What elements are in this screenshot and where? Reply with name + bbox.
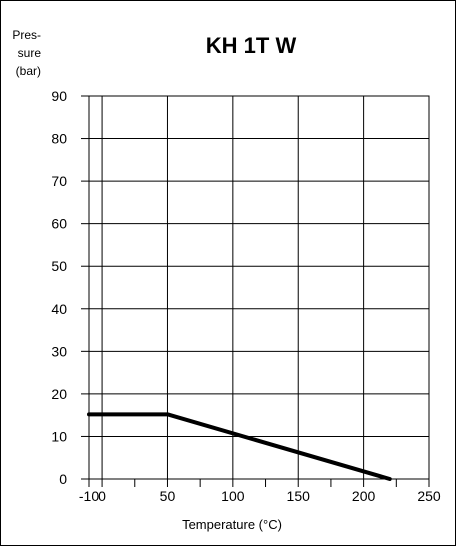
series-line <box>87 412 392 481</box>
chart-title: KH 1T W <box>206 33 297 58</box>
y-tick-label: 60 <box>51 216 67 232</box>
y-tick-label: 50 <box>51 258 67 274</box>
x-axis-label: Temperature (°C) <box>182 517 282 532</box>
x-tick-label: 100 <box>221 488 245 504</box>
x-tick-labels: -10 0 50 100 150 200 250 <box>79 488 441 504</box>
y-tick-label: 20 <box>51 386 67 402</box>
axis-ticks <box>81 95 430 487</box>
y-tick-label: 80 <box>51 131 67 147</box>
plot-border <box>88 95 430 480</box>
x-tick-label: -10 <box>79 488 99 504</box>
y-tick-label: 90 <box>51 88 67 104</box>
x-tick-label: 200 <box>352 488 376 504</box>
x-tick-label: 0 <box>98 488 106 504</box>
y-tick-labels: 0 10 20 30 40 50 60 70 80 90 <box>51 88 67 487</box>
y-tick-label: 40 <box>51 301 67 317</box>
grid <box>89 96 429 479</box>
x-tick-label: 250 <box>417 488 441 504</box>
x-tick-label: 50 <box>160 488 176 504</box>
y-tick-label: 70 <box>51 173 67 189</box>
y-axis-label-line-3: (bar) <box>16 64 41 78</box>
y-axis-label-line-1: Pres- <box>12 28 41 42</box>
series <box>87 412 392 481</box>
y-tick-label: 10 <box>51 428 67 444</box>
y-tick-label: 0 <box>59 471 67 487</box>
y-axis-label-line-2: sure <box>18 46 42 60</box>
x-tick-label: 150 <box>287 488 311 504</box>
y-tick-label: 30 <box>51 343 67 359</box>
